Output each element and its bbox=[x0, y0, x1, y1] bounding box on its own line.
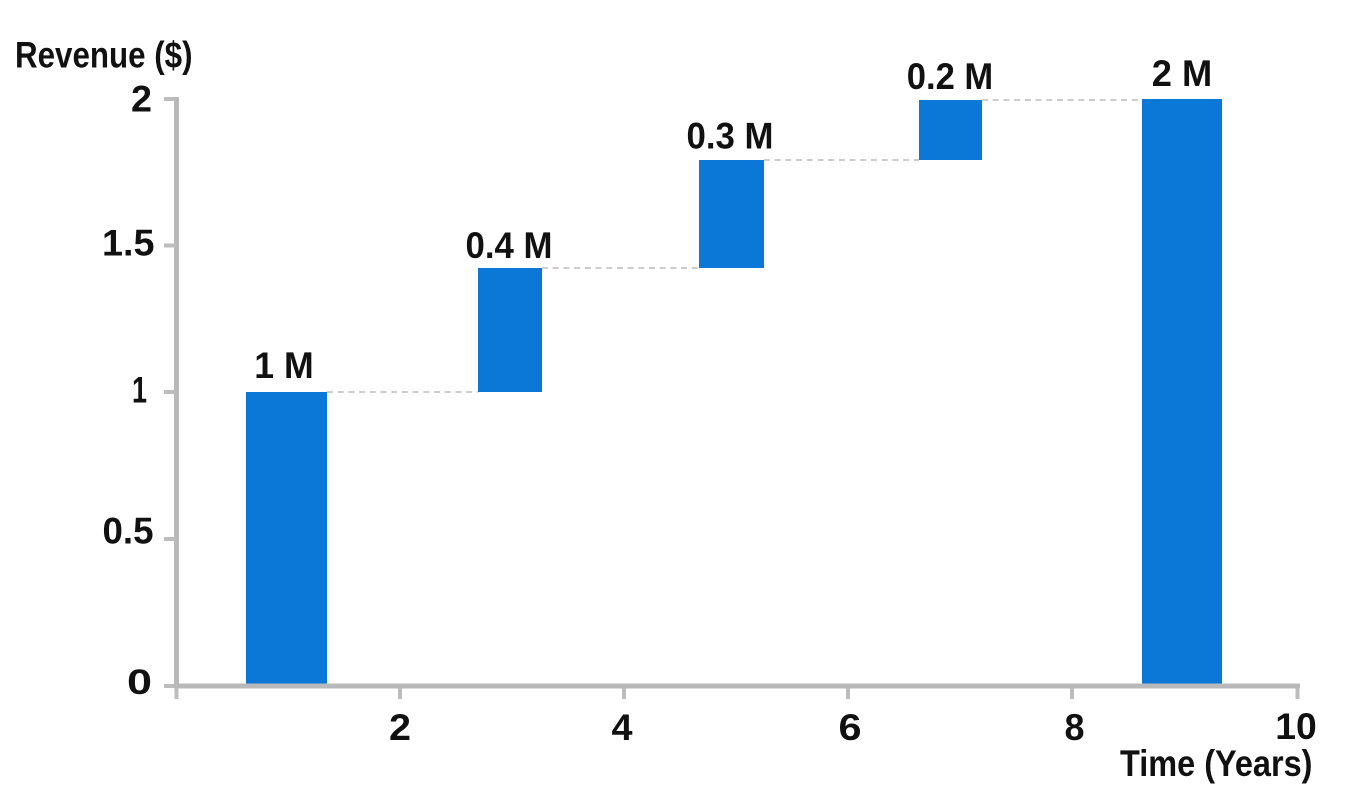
svg-text:Revenue ($): Revenue ($) bbox=[15, 35, 193, 76]
svg-text:1.5: 1.5 bbox=[102, 223, 155, 264]
svg-text:8: 8 bbox=[1065, 707, 1085, 748]
svg-text:0.4 M: 0.4 M bbox=[466, 225, 553, 266]
svg-text:6: 6 bbox=[839, 707, 862, 748]
svg-text:4: 4 bbox=[612, 707, 633, 748]
svg-text:10: 10 bbox=[1275, 706, 1317, 747]
svg-text:0: 0 bbox=[127, 663, 152, 702]
svg-text:Time (Years): Time (Years) bbox=[1120, 743, 1313, 784]
svg-text:0.2 M: 0.2 M bbox=[907, 56, 994, 97]
svg-text:0.3 M: 0.3 M bbox=[687, 115, 774, 156]
svg-text:2 M: 2 M bbox=[1152, 53, 1213, 94]
svg-text:1: 1 bbox=[132, 370, 147, 411]
svg-text:2: 2 bbox=[389, 707, 411, 748]
svg-text:2: 2 bbox=[131, 79, 152, 120]
svg-text:1 M: 1 M bbox=[254, 345, 314, 386]
svg-text:0.5: 0.5 bbox=[103, 511, 154, 552]
